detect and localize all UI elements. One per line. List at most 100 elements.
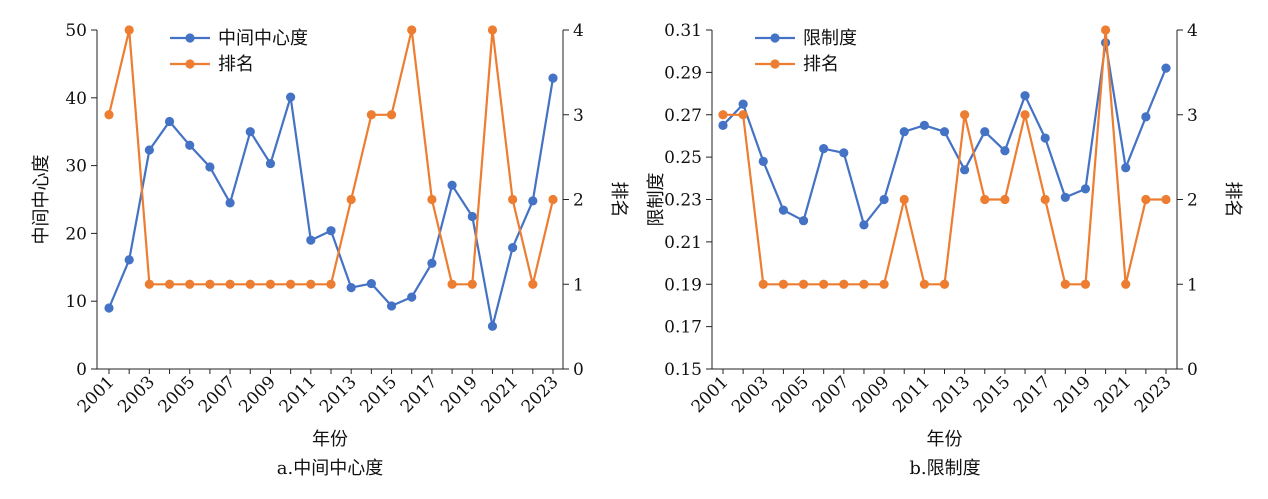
left-tick-label: 0.25 bbox=[664, 148, 702, 168]
left-tick-label: 0.29 bbox=[664, 63, 702, 83]
data-point bbox=[124, 255, 134, 265]
data-point bbox=[1000, 194, 1010, 205]
y-axis-right-title: 排名 bbox=[608, 182, 629, 218]
data-point bbox=[487, 321, 498, 331]
data-point bbox=[960, 110, 970, 120]
x-tick-label: 2023 bbox=[518, 372, 563, 417]
data-point bbox=[245, 127, 255, 137]
data-point bbox=[326, 279, 336, 289]
data-point bbox=[718, 120, 728, 130]
data-point bbox=[144, 279, 154, 289]
data-point bbox=[1060, 192, 1070, 202]
right-tick-label: 3 bbox=[573, 106, 584, 126]
data-point bbox=[798, 279, 809, 289]
data-point bbox=[879, 279, 889, 289]
data-point bbox=[104, 303, 114, 313]
data-point bbox=[185, 140, 195, 150]
panel-caption: a.中间中心度 bbox=[277, 458, 383, 479]
data-point bbox=[306, 279, 316, 289]
left-tick-label: 0 bbox=[76, 360, 87, 380]
data-point bbox=[386, 301, 397, 311]
series-line-rank bbox=[723, 28, 1166, 286]
data-point bbox=[1080, 279, 1091, 289]
left-tick-label: 0.17 bbox=[664, 318, 702, 338]
legend-label: 限制度 bbox=[803, 28, 857, 49]
x-tick-label: 2019 bbox=[437, 372, 482, 417]
data-point bbox=[899, 194, 909, 205]
left-tick-label: 10 bbox=[65, 292, 87, 312]
left-tick-label: 0.31 bbox=[664, 21, 702, 41]
panel-caption: b.限制度 bbox=[909, 458, 980, 479]
series-line-rank bbox=[107, 28, 555, 286]
data-point bbox=[286, 92, 296, 102]
data-point bbox=[778, 205, 789, 215]
data-point bbox=[1060, 279, 1070, 289]
data-point bbox=[1141, 112, 1151, 122]
x-tick-label: 2003 bbox=[728, 372, 773, 417]
data-point bbox=[919, 120, 929, 130]
x-tick-label: 2021 bbox=[477, 372, 522, 417]
x-axis-title: 年份 bbox=[927, 429, 963, 450]
legend-label: 排名 bbox=[218, 54, 254, 75]
left-tick-label: 20 bbox=[65, 224, 87, 244]
x-axis-title: 年份 bbox=[312, 429, 348, 450]
data-point bbox=[427, 194, 437, 205]
data-point bbox=[899, 127, 909, 137]
left-tick-label: 50 bbox=[65, 21, 87, 41]
legend-label: 排名 bbox=[803, 54, 839, 75]
data-point bbox=[407, 292, 417, 302]
x-tick-label: 2017 bbox=[1010, 372, 1055, 417]
y-axis-right-title: 排名 bbox=[1222, 182, 1243, 218]
x-tick-label: 2021 bbox=[1091, 372, 1136, 417]
x-tick-label: 2007 bbox=[809, 372, 854, 417]
data-point bbox=[386, 110, 397, 120]
x-tick-label: 2017 bbox=[397, 372, 442, 417]
data-point bbox=[245, 279, 255, 289]
legend-marker bbox=[185, 59, 195, 69]
right-tick-label: 0 bbox=[573, 360, 584, 380]
x-tick-label: 2009 bbox=[235, 372, 280, 417]
x-tick-label: 2003 bbox=[114, 372, 159, 417]
data-point bbox=[819, 279, 829, 289]
data-point bbox=[1141, 194, 1151, 205]
right-tick-label: 3 bbox=[1187, 106, 1198, 126]
x-tick-label: 2007 bbox=[195, 372, 240, 417]
data-point bbox=[508, 243, 518, 253]
data-point bbox=[980, 194, 990, 205]
data-point bbox=[839, 279, 849, 289]
data-point bbox=[839, 148, 849, 158]
right-tick-label: 4 bbox=[1187, 21, 1198, 41]
left-tick-label: 0.21 bbox=[664, 233, 702, 253]
data-point bbox=[508, 194, 518, 205]
data-point bbox=[1020, 110, 1030, 120]
data-point bbox=[548, 194, 558, 205]
x-tick-label: 2013 bbox=[316, 372, 361, 417]
x-tick-label: 2005 bbox=[155, 372, 200, 417]
data-point bbox=[859, 279, 869, 289]
data-point bbox=[528, 279, 538, 289]
data-point bbox=[366, 278, 376, 289]
left-tick-label: 0.27 bbox=[664, 106, 702, 126]
x-tick-label: 2015 bbox=[356, 372, 401, 417]
data-point bbox=[1040, 133, 1050, 143]
data-point bbox=[980, 127, 990, 137]
x-tick-label: 2013 bbox=[929, 372, 974, 417]
data-point bbox=[447, 279, 457, 289]
data-point bbox=[326, 226, 336, 236]
x-tick-label: 2011 bbox=[889, 372, 934, 417]
data-point bbox=[738, 110, 748, 120]
left-tick-label: 0.19 bbox=[664, 275, 702, 295]
x-tick-label: 2015 bbox=[970, 372, 1015, 417]
data-point bbox=[164, 279, 175, 289]
data-point bbox=[265, 279, 276, 289]
data-point bbox=[164, 116, 175, 127]
data-point bbox=[1161, 63, 1171, 73]
data-point bbox=[225, 198, 235, 208]
data-point bbox=[306, 235, 316, 245]
data-point bbox=[1080, 184, 1091, 194]
data-point bbox=[919, 279, 929, 289]
data-point bbox=[467, 279, 477, 289]
data-point bbox=[1121, 279, 1131, 289]
